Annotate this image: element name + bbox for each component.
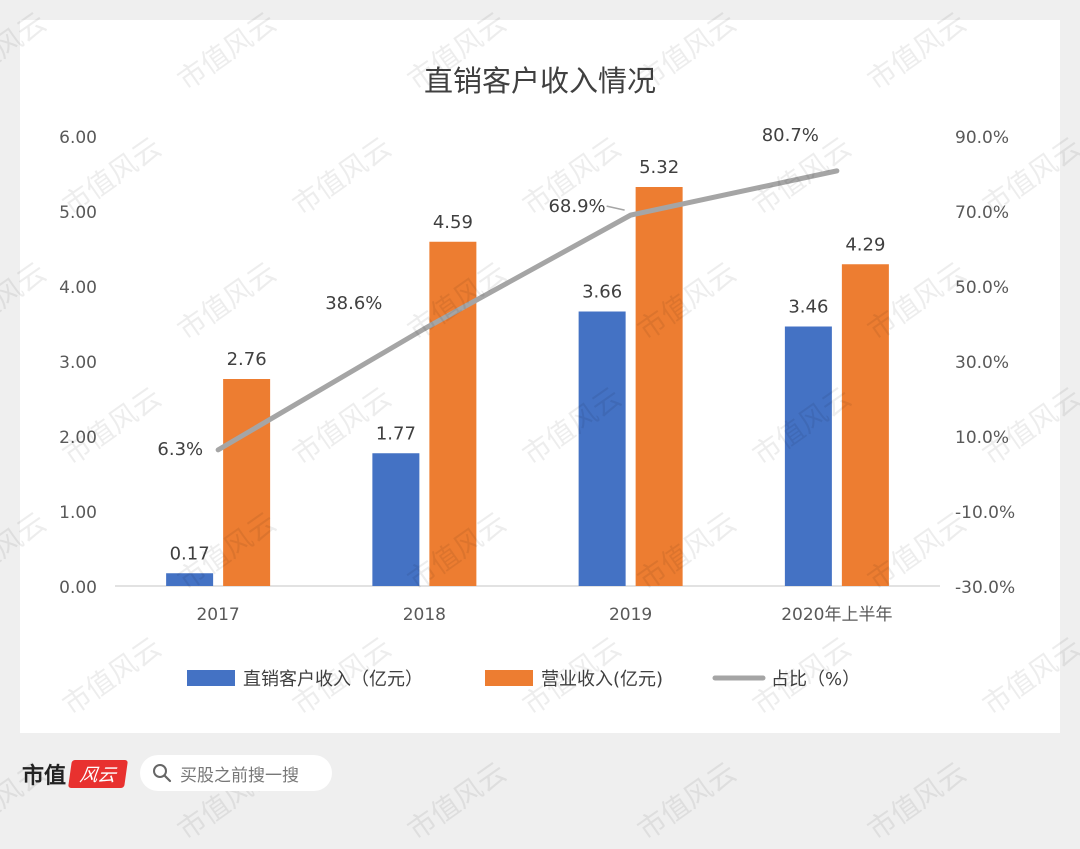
left-tick-label: 2.00 [59, 428, 97, 448]
line-value-label: 38.6% [325, 293, 382, 314]
legend-swatch [187, 670, 235, 686]
bar [372, 453, 420, 586]
search-placeholder: 买股之前搜一搜 [180, 765, 299, 786]
chart: 直销客户收入情况 0.00 1.00 2.00 3.00 4.00 5.00 6.00 -30.… [59, 64, 1015, 690]
bar [166, 573, 214, 586]
watermark: 市值风云 [631, 755, 743, 847]
legend-swatch [485, 670, 533, 686]
line-series [215, 168, 840, 453]
category-label: 2018 [403, 605, 446, 625]
logo-seal-text: 风云 [78, 765, 118, 786]
bar [578, 311, 626, 586]
logo-seal: 风云 [68, 760, 128, 788]
left-tick-label: 5.00 [59, 203, 97, 223]
bar-value-label: 0.17 [170, 543, 210, 564]
category-label: 2020年上半年 [781, 605, 892, 625]
legend-label: 营业收入(亿元) [541, 669, 663, 690]
category-label: 2017 [196, 605, 239, 625]
chart-title: 直销客户收入情况 [424, 64, 656, 98]
bar [635, 187, 683, 586]
bar [429, 241, 477, 586]
line-value-label: 6.3% [157, 439, 203, 460]
brand-logo: 市值 风云 [22, 758, 128, 790]
right-tick-label: 30.0% [955, 353, 1009, 373]
search-icon [153, 764, 172, 783]
left-tick-label: 3.00 [59, 353, 97, 373]
bar [223, 379, 271, 586]
logo-text: 市值 [22, 763, 67, 789]
category-label: 2019 [609, 605, 652, 625]
bar-value-label: 3.66 [582, 282, 622, 303]
chart-card: 直销客户收入情况 0.00 1.00 2.00 3.00 4.00 5.00 6.00 -30.… [20, 20, 1060, 733]
right-tick-label: -10.0% [955, 503, 1015, 523]
bar-value-label: 5.32 [639, 157, 679, 178]
search-box[interactable]: 买股之前搜一搜 [140, 755, 332, 791]
right-tick-label: -30.0% [955, 578, 1015, 598]
right-tick-label: 50.0% [955, 278, 1009, 298]
label-leader-line [606, 205, 625, 211]
right-tick-label: 70.0% [955, 203, 1009, 223]
left-tick-label: 6.00 [59, 128, 97, 148]
legend-label: 直销客户收入（亿元） [243, 669, 423, 690]
right-tick-label: 10.0% [955, 428, 1009, 448]
bar-value-label: 3.46 [788, 297, 828, 318]
line-value-label: 68.9% [548, 196, 605, 217]
left-tick-label: 4.00 [59, 278, 97, 298]
left-tick-label: 0.00 [59, 578, 97, 598]
left-tick-label: 1.00 [59, 503, 97, 523]
bar-value-label: 4.59 [433, 212, 473, 233]
bar [841, 264, 889, 586]
watermark: 市值风云 [401, 755, 513, 847]
bar-value-label: 4.29 [845, 234, 885, 255]
legend-label: 占比（%） [771, 669, 860, 690]
bar-value-label: 1.77 [376, 423, 416, 444]
watermark: 市值风云 [861, 755, 973, 847]
right-tick-label: 90.0% [955, 128, 1009, 148]
bar-value-label: 2.76 [227, 349, 267, 370]
bar [784, 326, 832, 586]
line-value-label: 80.7% [762, 125, 819, 146]
